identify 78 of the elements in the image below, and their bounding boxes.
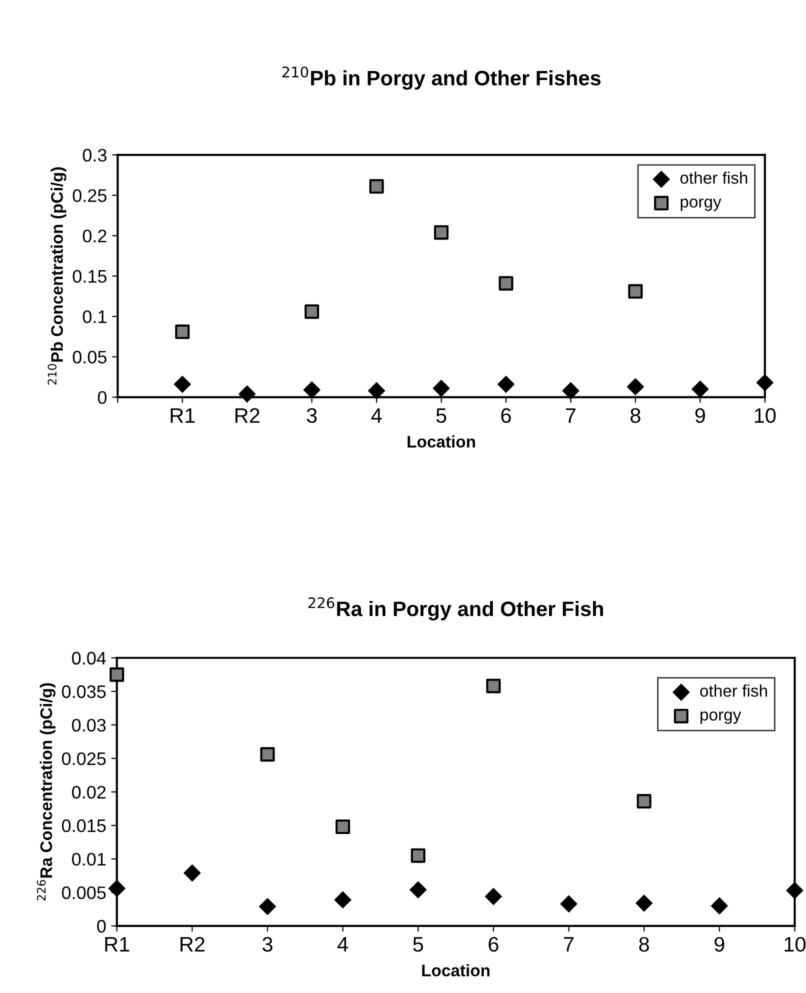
chart-title: $^{210}$Pb in Porgy and Other Fishes [282,66,601,90]
y-tick-label: 0.2 [82,230,106,242]
point [184,864,201,882]
point [410,848,426,863]
x-axis-title: Location [422,964,490,976]
y-tick-label: 0 [97,920,106,933]
x-tick-label: 5 [413,937,424,952]
x-tick-label: 8 [639,936,649,952]
x-tick-label: 9 [695,408,705,423]
y-tick-label: 0.3 [82,148,106,162]
legend-label: other fish [700,684,767,697]
y-tick-label: 0.035 [62,685,106,698]
point [636,794,652,809]
point [258,898,276,916]
x-tick-label: R1 [170,408,195,423]
point [562,382,580,400]
x-tick-label: 7 [564,937,574,952]
point [756,374,774,392]
point [560,895,578,912]
point [174,376,191,393]
point [486,678,501,694]
y-tick-label: 0.25 [72,189,107,202]
y-tick-label: 0.005 [62,886,106,900]
x-axis-title: Location [408,435,475,448]
point [636,894,653,912]
x-tick-label: 4 [371,408,382,423]
point [692,380,709,398]
point [434,225,449,240]
y-tick-label: 0.1 [82,310,106,324]
point [368,382,386,400]
point [497,376,515,393]
chart-title: $^{226}$Ra in Porgy and Other Fish [308,597,604,620]
point [304,304,320,319]
y-tick-label: 0.025 [62,752,106,766]
point [484,888,502,906]
point [175,324,190,340]
point [369,179,384,194]
point [498,276,514,291]
x-tick-label: 8 [630,408,640,423]
point [238,385,256,403]
point [108,880,126,898]
point [786,882,804,900]
x-tick-label: 3 [262,936,272,952]
x-tick-label: 3 [306,408,317,423]
point [710,897,728,914]
y-tick-label: 0.01 [72,852,106,866]
y-tick-label: 0.015 [62,819,106,832]
point [628,284,643,299]
x-tick-label: R2 [236,408,260,423]
point [303,381,320,398]
x-tick-label: R2 [180,936,204,952]
point [334,891,352,908]
point [110,667,124,682]
x-tick-label: 10 [784,936,806,952]
legend-label: porgy [700,712,742,724]
y-axis-title: $^{226}$Ra Concentration (pCi/g) [36,683,56,901]
y-tick-label: 0.15 [72,270,107,283]
point [432,380,450,397]
x-tick-label: 7 [566,408,576,423]
x-tick-label: 6 [501,408,511,423]
y-tick-label: 0.05 [72,350,107,364]
legend-label: other fish [680,172,748,184]
y-tick-label: 0.04 [72,652,106,665]
x-tick-label: 9 [714,936,724,952]
x-tick-label: 6 [488,936,498,952]
point [410,881,427,898]
point [626,378,644,396]
y-tick-label: 0.03 [72,718,106,732]
y-tick-label: 0 [98,391,107,404]
point [260,747,275,762]
x-tick-label: 10 [754,408,776,423]
x-tick-label: 5 [436,408,446,423]
y-axis-title: $^{210}$Pb Concentration (pCi/g) [48,167,66,385]
point [336,820,350,834]
legend-label: porgy [680,198,722,211]
x-tick-label: 4 [338,937,348,952]
x-tick-label: R1 [105,937,130,952]
y-tick-label: 0.02 [72,786,106,799]
